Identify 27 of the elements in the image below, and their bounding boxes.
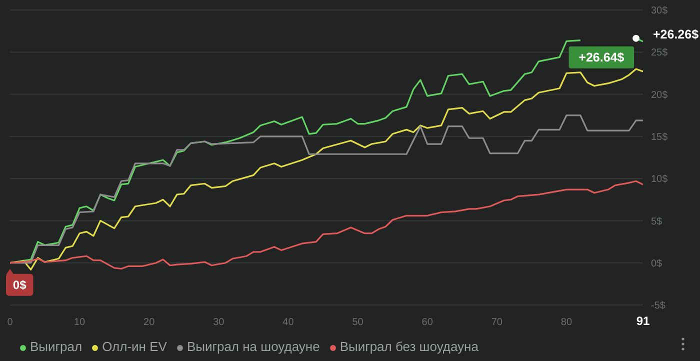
y-tick-label: 5$ <box>651 216 663 228</box>
y-tick-label: -5$ <box>651 300 666 312</box>
line-series <box>10 68 643 270</box>
y-tick-label: 15$ <box>651 132 668 143</box>
x-tick-label: 40 <box>282 317 294 328</box>
legend-label: Выиграл на шоудауне <box>186 339 320 354</box>
line-series <box>10 180 643 270</box>
y-tick-label: 10$ <box>651 174 668 186</box>
x-tick-label: 10 <box>74 317 86 328</box>
x-tick-label: 70 <box>491 317 503 328</box>
x-tick-label: 30 <box>213 317 225 328</box>
legend-label: Выиграл без шоудауна <box>340 339 478 354</box>
y-tick-label: 20$ <box>651 90 668 101</box>
x-tick-label: 60 <box>422 317 434 328</box>
x-tick-label: 0 <box>7 317 14 328</box>
y-tick-label: 25$ <box>651 48 668 59</box>
x-tick-label: 80 <box>560 317 572 328</box>
x-tick-label: 50 <box>352 317 364 328</box>
y-tick-label: 30$ <box>651 6 668 17</box>
x-tick-label: 91 <box>636 314 650 328</box>
legend-label: Выиграл <box>30 339 82 354</box>
x-tick-label: 20 <box>144 317 156 328</box>
annotation: +26.64$ <box>578 50 624 64</box>
legend-label: Олл-ин EV <box>102 339 167 354</box>
annotation: +26.26$ <box>653 28 699 42</box>
y-tick-label: 0$ <box>651 258 663 270</box>
annotation: 0$ <box>12 278 27 292</box>
